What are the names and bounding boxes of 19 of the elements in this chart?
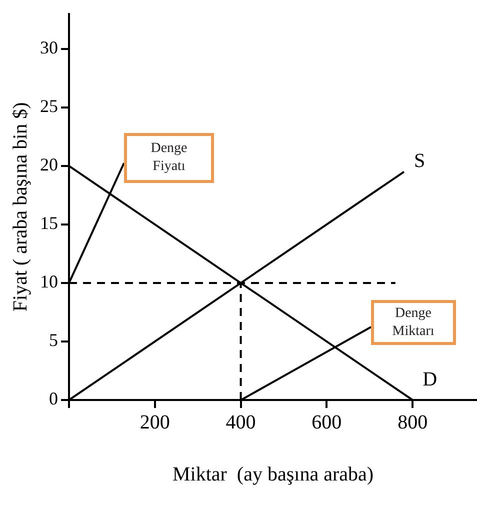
callout-frame: Denge Fiyatı xyxy=(124,132,214,183)
y-tick-label: 30 xyxy=(40,38,58,58)
x-tick-label: 400 xyxy=(226,411,256,434)
x-tick-label: 200 xyxy=(140,411,170,434)
y-tick-label: 15 xyxy=(40,213,58,234)
y-tick-label: 0 xyxy=(49,388,58,409)
x-axis-title: Miktar (ay başına araba) xyxy=(172,463,374,486)
x-tick-label: 800 xyxy=(398,411,428,434)
annotation: Denge Fiyatı xyxy=(150,140,188,176)
series-label: S xyxy=(414,150,426,172)
y-tick-label: 10 xyxy=(40,272,58,292)
series-label: D xyxy=(422,368,438,390)
annotation: Denge Miktarı xyxy=(392,304,434,340)
y-tick-label: 25 xyxy=(40,96,58,116)
y-tick-label: 5 xyxy=(49,330,58,350)
y-axis-title: Fiyat ( araba başına bin $) xyxy=(9,102,32,312)
callout-frame: Denge Miktarı xyxy=(370,300,456,345)
y-tick-label: 20 xyxy=(40,154,58,175)
x-tick-label: 600 xyxy=(312,411,342,434)
